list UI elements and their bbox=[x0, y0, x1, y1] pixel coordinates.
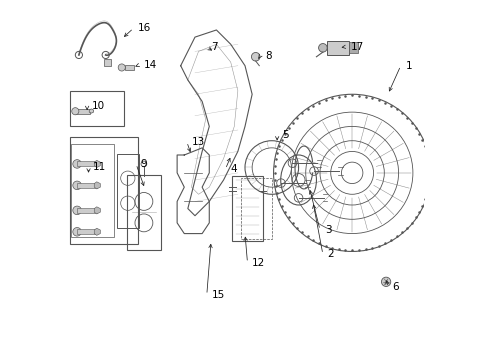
Polygon shape bbox=[94, 160, 100, 167]
Circle shape bbox=[73, 206, 81, 215]
Bar bbox=[77, 208, 97, 213]
Bar bbox=[77, 183, 97, 188]
Bar bbox=[75, 109, 90, 114]
Text: 2: 2 bbox=[327, 249, 334, 259]
Text: 6: 6 bbox=[392, 282, 399, 292]
Text: 14: 14 bbox=[144, 60, 157, 70]
Circle shape bbox=[73, 181, 81, 190]
Polygon shape bbox=[94, 182, 100, 189]
Circle shape bbox=[73, 228, 81, 236]
Bar bbox=[77, 229, 97, 234]
Circle shape bbox=[73, 159, 81, 168]
Text: 11: 11 bbox=[93, 162, 106, 172]
Circle shape bbox=[72, 108, 79, 115]
Text: 3: 3 bbox=[325, 225, 331, 235]
Text: 7: 7 bbox=[211, 42, 218, 52]
Polygon shape bbox=[94, 207, 100, 214]
Text: 1: 1 bbox=[405, 61, 412, 71]
Text: 16: 16 bbox=[138, 23, 151, 33]
Text: 9: 9 bbox=[141, 159, 147, 169]
Polygon shape bbox=[94, 228, 100, 235]
Text: 12: 12 bbox=[252, 258, 266, 268]
Text: 13: 13 bbox=[192, 137, 205, 147]
Bar bbox=[327, 41, 348, 55]
Bar bbox=[348, 42, 358, 53]
Polygon shape bbox=[89, 109, 94, 113]
Text: 4: 4 bbox=[230, 164, 237, 174]
Bar bbox=[125, 64, 134, 70]
Text: 5: 5 bbox=[282, 130, 289, 140]
Text: 15: 15 bbox=[211, 290, 225, 300]
Circle shape bbox=[318, 44, 327, 52]
Circle shape bbox=[381, 277, 391, 287]
Text: 10: 10 bbox=[92, 101, 105, 111]
Text: 17: 17 bbox=[350, 42, 364, 52]
Text: 8: 8 bbox=[265, 51, 271, 61]
Bar bbox=[104, 59, 111, 66]
Bar bbox=[77, 161, 97, 166]
Circle shape bbox=[118, 64, 125, 71]
Circle shape bbox=[251, 53, 260, 61]
